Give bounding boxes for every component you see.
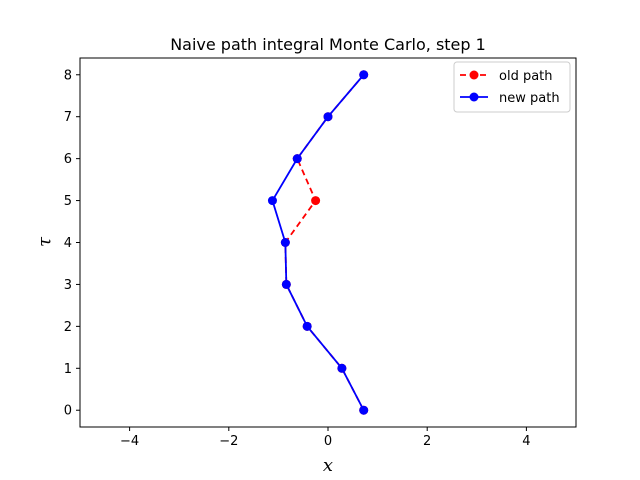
data-point-new-path — [323, 112, 333, 122]
series-layer — [267, 70, 369, 415]
data-point-old-path — [311, 196, 321, 206]
legend-label-new-path: new path — [499, 91, 560, 106]
data-point-new-path — [280, 238, 290, 247]
data-point-new-path — [302, 321, 312, 331]
y-tick-label: 4 — [64, 236, 72, 251]
y-tick-label: 5 — [64, 194, 72, 209]
legend-marker-new-path — [469, 92, 479, 102]
y-tick-label: 6 — [64, 152, 72, 167]
x-tick-label: 4 — [522, 434, 530, 449]
x-tick-label: 2 — [423, 434, 431, 449]
data-point-new-path — [292, 154, 302, 164]
y-tick-label: 8 — [64, 68, 72, 83]
x-axis: −4 −2 0 2 4 — [120, 427, 531, 449]
y-tick-label: 7 — [64, 110, 72, 125]
data-point-new-path — [267, 196, 277, 206]
y-axis: 0 1 2 3 4 5 6 7 8 — [64, 68, 80, 419]
x-axis-label: x — [323, 455, 333, 476]
y-tick-label: 1 — [64, 362, 72, 377]
legend: old path new path — [453, 61, 571, 113]
data-point-new-path — [281, 279, 291, 289]
data-point-new-path — [359, 405, 369, 415]
x-tick-label: −2 — [219, 434, 238, 449]
legend-marker-old-path — [469, 70, 479, 80]
x-tick-label: −4 — [120, 434, 139, 449]
data-point-new-path — [337, 363, 347, 373]
y-tick-label: 3 — [64, 278, 72, 293]
x-tick-label: 0 — [324, 434, 332, 449]
legend-label-old-path: old path — [499, 69, 553, 84]
y-tick-label: 0 — [64, 404, 72, 419]
data-point-new-path — [359, 70, 369, 80]
chart-title: Naive path integral Monte Carlo, step 1 — [170, 35, 486, 54]
y-tick-label: 2 — [64, 320, 72, 335]
y-axis-label: τ — [34, 236, 55, 247]
